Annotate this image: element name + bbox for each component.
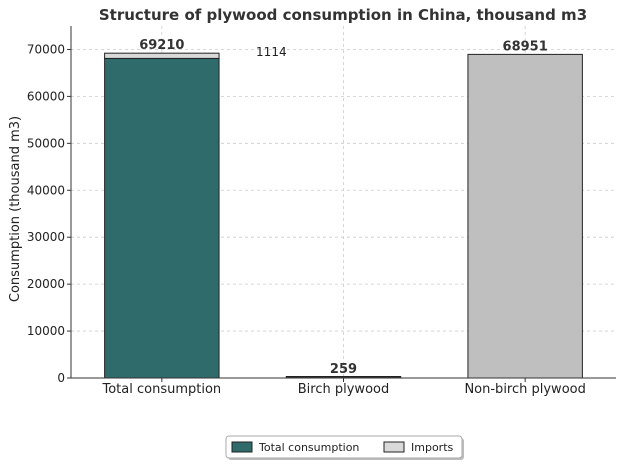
chart-title: Structure of plywood consumption in Chin…: [99, 6, 587, 24]
y-tick-label: 10000: [27, 324, 65, 338]
bar-series-0-cat-0: [104, 57, 220, 379]
x-tick-label: Total consumption: [101, 382, 221, 397]
legend-label: Imports: [411, 441, 454, 454]
imports-annotation: 1114: [256, 45, 287, 59]
legend-swatch: [231, 441, 253, 453]
x-tick-label: Non-birch plywood: [464, 382, 585, 397]
bar-series-3-cat-2: [467, 53, 583, 379]
total-value-label: 68951: [503, 39, 548, 54]
y-tick-label: 30000: [27, 230, 65, 244]
y-axis-label: Consumption (thousand m3): [8, 116, 23, 302]
total-value-label: 69210: [139, 38, 184, 53]
y-tick-label: 40000: [27, 183, 65, 197]
legend-label: Total consumption: [258, 441, 359, 454]
axes: 0 10000 20000 30000 40000 50000 60000 70000 Tota…: [27, 26, 616, 397]
legend: Total consumption Imports: [225, 435, 464, 460]
x-tick-label: Birch plywood: [298, 382, 389, 397]
bar-series-1-cat-0: [104, 52, 220, 59]
data-labels: 69210 259 68951 1114: [139, 38, 548, 377]
y-tick-label: 0: [57, 371, 65, 385]
bars: [104, 52, 583, 379]
y-tick-label: 50000: [27, 136, 65, 150]
y-tick-label: 70000: [27, 42, 65, 56]
y-tick-label: 20000: [27, 277, 65, 291]
legend-swatch: [383, 441, 405, 453]
y-tick-label: 60000: [27, 89, 65, 103]
total-value-label: 259: [330, 362, 357, 377]
